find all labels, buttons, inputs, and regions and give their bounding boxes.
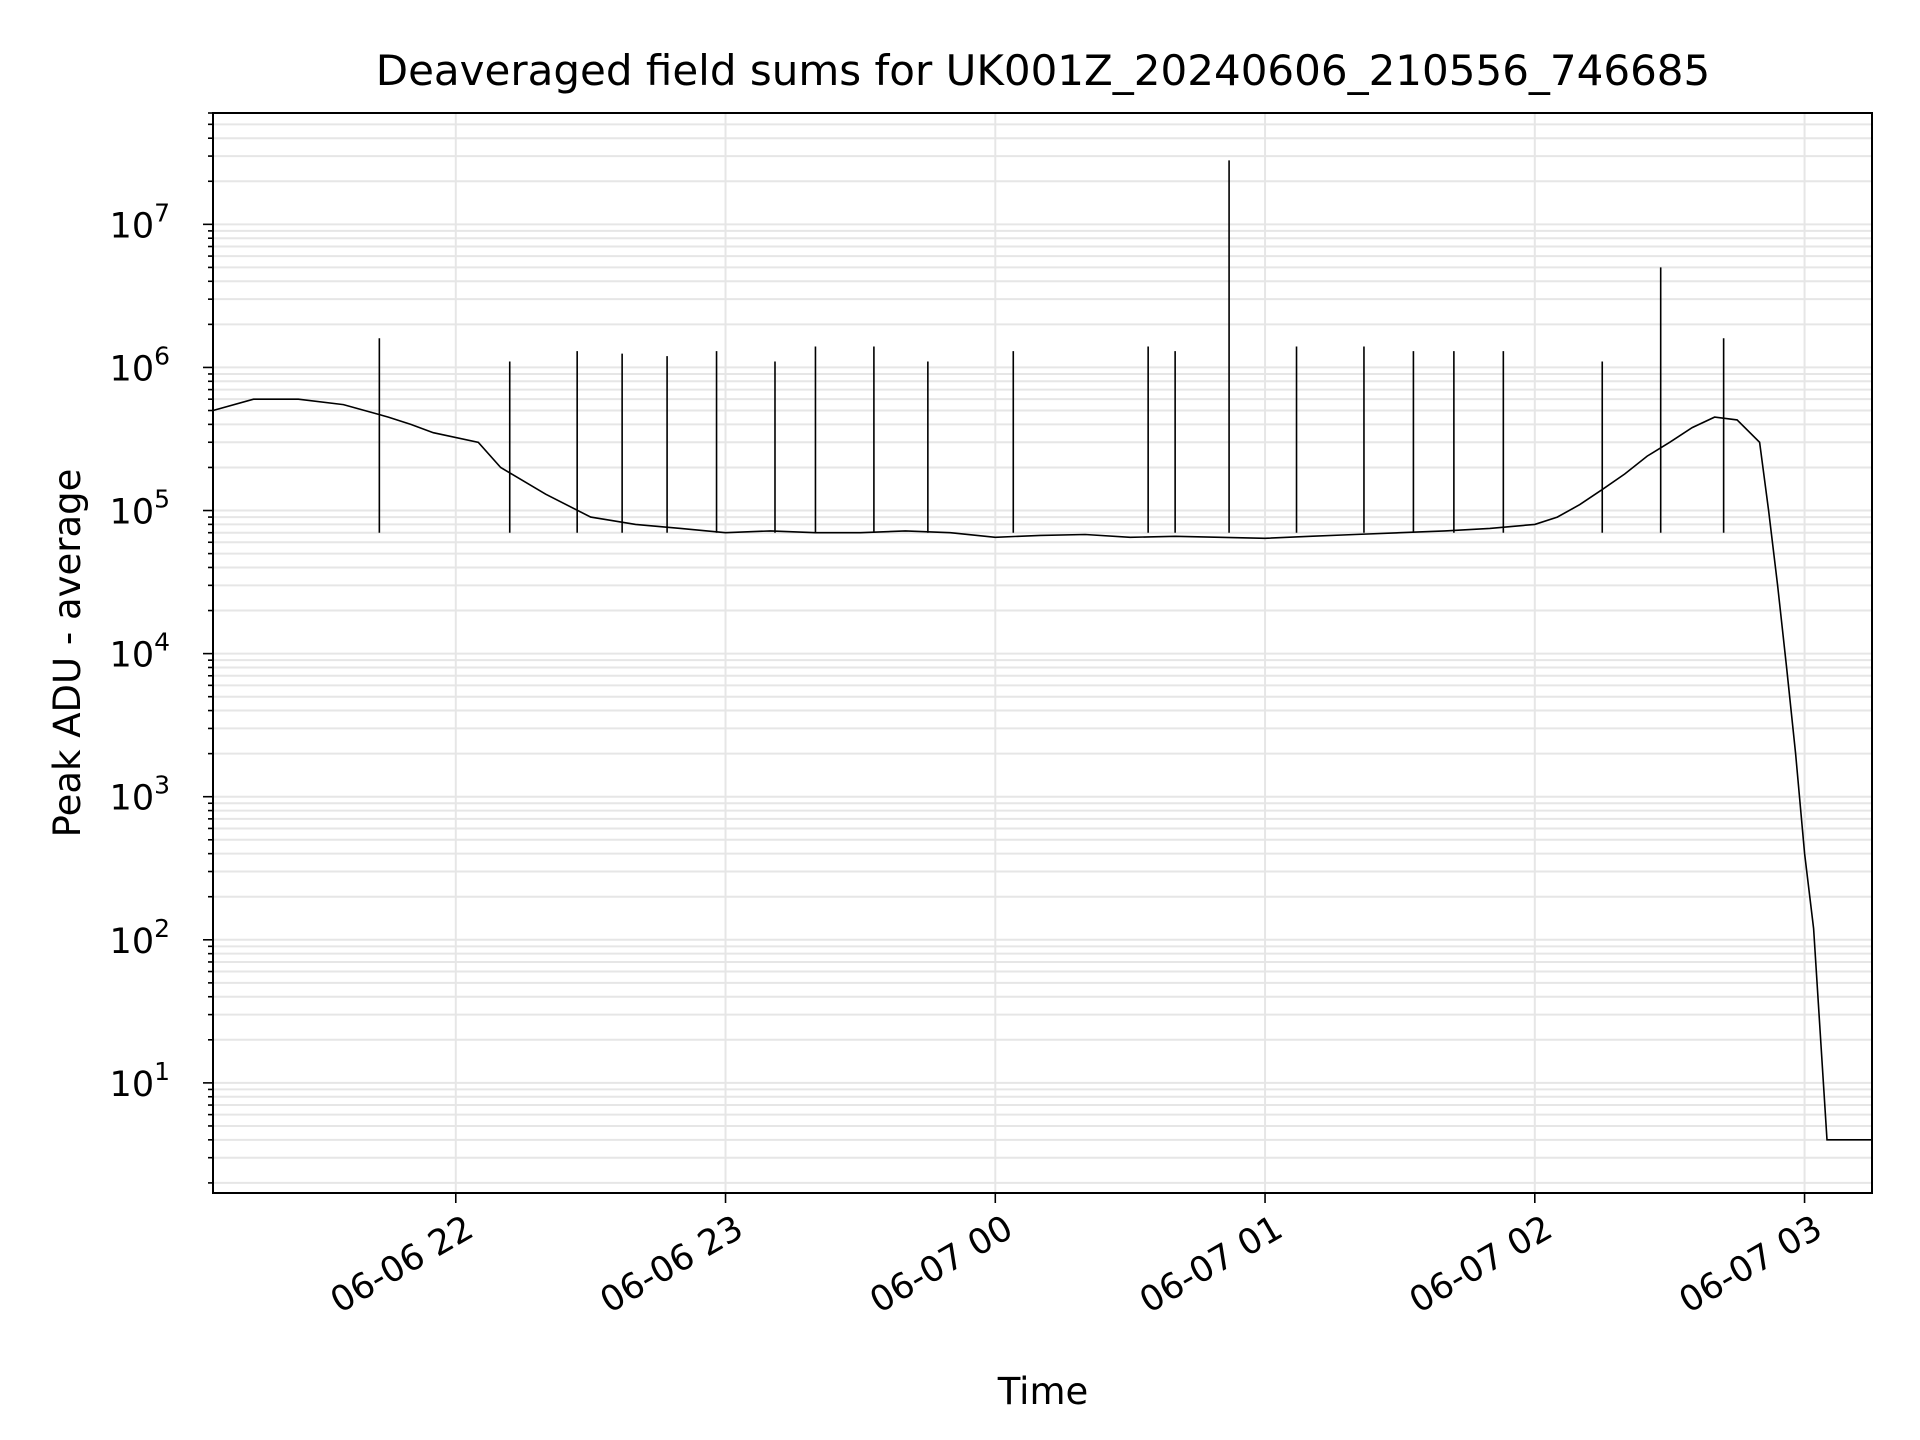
y-tick-label: 103 [110, 771, 170, 819]
y-axis-label: Peak ADU - average [46, 469, 89, 838]
y-tick-exponent: 3 [154, 771, 170, 800]
y-tick-label: 104 [110, 628, 170, 676]
series-line [212, 398, 1872, 1141]
y-tick-label: 107 [110, 198, 170, 246]
y-tick-exponent: 6 [154, 341, 170, 370]
x-axis-label: Time [997, 1370, 1089, 1413]
y-tick-base: 10 [110, 636, 155, 676]
series-layer [212, 160, 1872, 1141]
chart-title: Deaveraged field sums for UK001Z_2024060… [376, 46, 1711, 95]
y-tick-label: 106 [110, 341, 170, 389]
y-tick-exponent: 1 [154, 1057, 170, 1086]
y-tick-exponent: 5 [154, 485, 170, 514]
grid-lines [213, 112, 1872, 1193]
y-tick-base: 10 [110, 206, 155, 246]
y-tick-base: 10 [110, 922, 155, 962]
y-tick-base: 10 [110, 1065, 155, 1105]
y-tick-base: 10 [110, 779, 155, 819]
y-tick-exponent: 7 [154, 198, 170, 227]
y-tick-label: 102 [110, 914, 170, 962]
y-tick-base: 10 [110, 493, 155, 533]
y-tick-exponent: 4 [154, 628, 170, 657]
y-tick-base: 10 [110, 349, 155, 389]
y-tick-exponent: 2 [154, 914, 170, 943]
y-tick-label: 105 [110, 485, 170, 533]
y-tick-label: 101 [110, 1057, 170, 1105]
